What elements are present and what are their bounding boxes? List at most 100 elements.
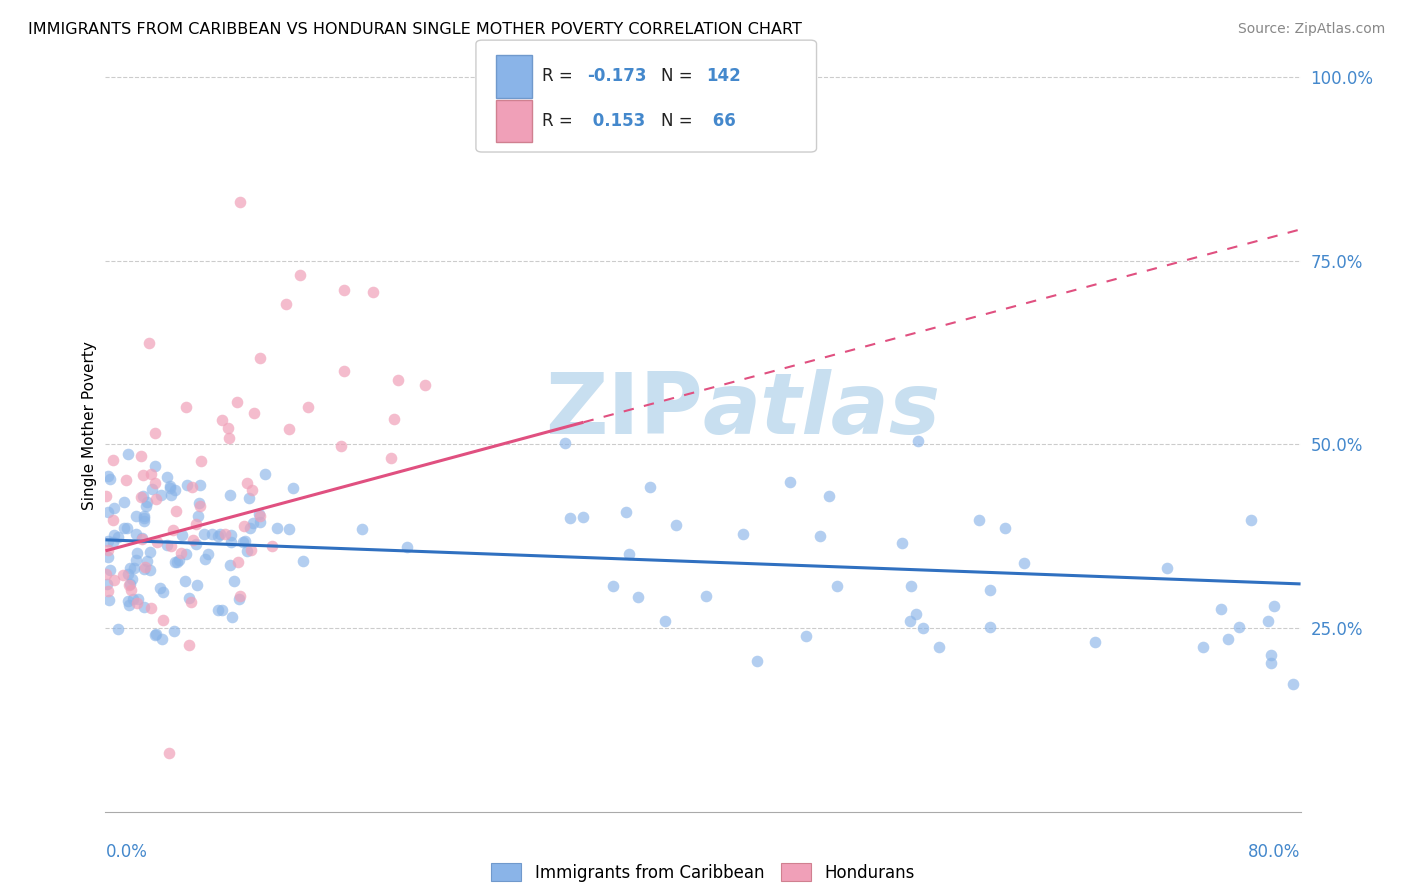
Point <box>120 577 142 591</box>
Point <box>117 521 139 535</box>
Point <box>266 521 288 535</box>
Point <box>333 283 356 297</box>
Text: ZIP: ZIP <box>546 369 703 452</box>
Point <box>247 507 270 521</box>
Point <box>413 377 436 392</box>
Point <box>159 482 181 496</box>
Point <box>229 194 252 209</box>
Point <box>112 521 135 535</box>
Point <box>176 478 198 492</box>
Point <box>170 546 193 560</box>
Text: Source: ZipAtlas.com: Source: ZipAtlas.com <box>1237 22 1385 37</box>
Point <box>249 509 271 524</box>
Point <box>97 583 120 598</box>
Point <box>125 527 148 541</box>
Point <box>125 553 148 567</box>
Point <box>907 434 929 448</box>
Point <box>125 596 148 610</box>
Point <box>239 521 262 535</box>
Point <box>733 527 755 541</box>
Point <box>127 592 149 607</box>
Point <box>1156 561 1178 575</box>
Point <box>745 654 768 668</box>
Point <box>98 593 121 607</box>
Point <box>277 422 299 436</box>
Point <box>226 394 249 409</box>
Point <box>145 628 167 642</box>
Point <box>139 600 162 615</box>
Point <box>103 535 125 549</box>
Point <box>118 598 141 612</box>
Point <box>558 511 581 525</box>
Point <box>118 578 141 592</box>
Point <box>141 483 163 497</box>
Point <box>387 373 409 387</box>
Point <box>1211 602 1233 616</box>
Point <box>207 528 229 542</box>
Point <box>180 480 202 494</box>
Point <box>156 538 179 552</box>
Point <box>297 400 319 414</box>
Point <box>131 531 153 545</box>
Point <box>96 577 118 591</box>
Point <box>188 500 211 514</box>
Point <box>135 499 157 513</box>
Point <box>181 533 204 548</box>
Point <box>1263 599 1285 613</box>
Point <box>695 589 717 603</box>
Text: 66: 66 <box>707 112 735 130</box>
Point <box>278 522 301 536</box>
Point <box>152 585 174 599</box>
Point <box>100 472 122 486</box>
Point <box>1240 513 1263 527</box>
FancyBboxPatch shape <box>496 100 531 143</box>
Point <box>134 511 156 525</box>
Point <box>242 516 264 530</box>
Point <box>229 590 252 604</box>
Point <box>112 494 135 508</box>
Point <box>1257 614 1279 628</box>
Point <box>207 602 229 616</box>
Point <box>107 622 129 636</box>
Point <box>125 508 148 523</box>
Point <box>141 467 163 482</box>
Point <box>138 335 160 350</box>
Point <box>665 517 688 532</box>
Point <box>131 450 153 464</box>
Point <box>152 614 174 628</box>
Point <box>111 568 134 582</box>
Point <box>219 534 242 549</box>
Text: 80.0%: 80.0% <box>1249 843 1301 861</box>
Point <box>197 547 219 561</box>
Text: -0.173: -0.173 <box>588 68 647 86</box>
Point <box>167 553 190 567</box>
Point <box>134 559 156 574</box>
Point <box>891 536 914 550</box>
Text: IMMIGRANTS FROM CARIBBEAN VS HONDURAN SINGLE MOTHER POVERTY CORRELATION CHART: IMMIGRANTS FROM CARIBBEAN VS HONDURAN SI… <box>28 22 801 37</box>
Point <box>361 285 384 300</box>
Point <box>149 581 172 595</box>
Point <box>217 420 239 434</box>
Point <box>330 439 353 453</box>
Point <box>898 614 921 628</box>
Point <box>1216 632 1239 647</box>
Point <box>602 579 624 593</box>
Point <box>117 594 139 608</box>
Point <box>1281 677 1303 691</box>
Point <box>135 495 157 509</box>
Point <box>97 505 120 519</box>
Point <box>619 547 641 561</box>
Point <box>214 526 236 541</box>
Point <box>188 478 211 492</box>
Point <box>139 563 162 577</box>
Point <box>120 583 142 598</box>
Point <box>129 490 152 504</box>
Point <box>103 528 125 542</box>
Point <box>219 487 242 501</box>
Point <box>554 436 576 450</box>
Point <box>103 513 125 527</box>
Point <box>166 555 188 569</box>
Point <box>145 626 167 640</box>
Point <box>163 555 186 569</box>
Point <box>274 297 297 311</box>
